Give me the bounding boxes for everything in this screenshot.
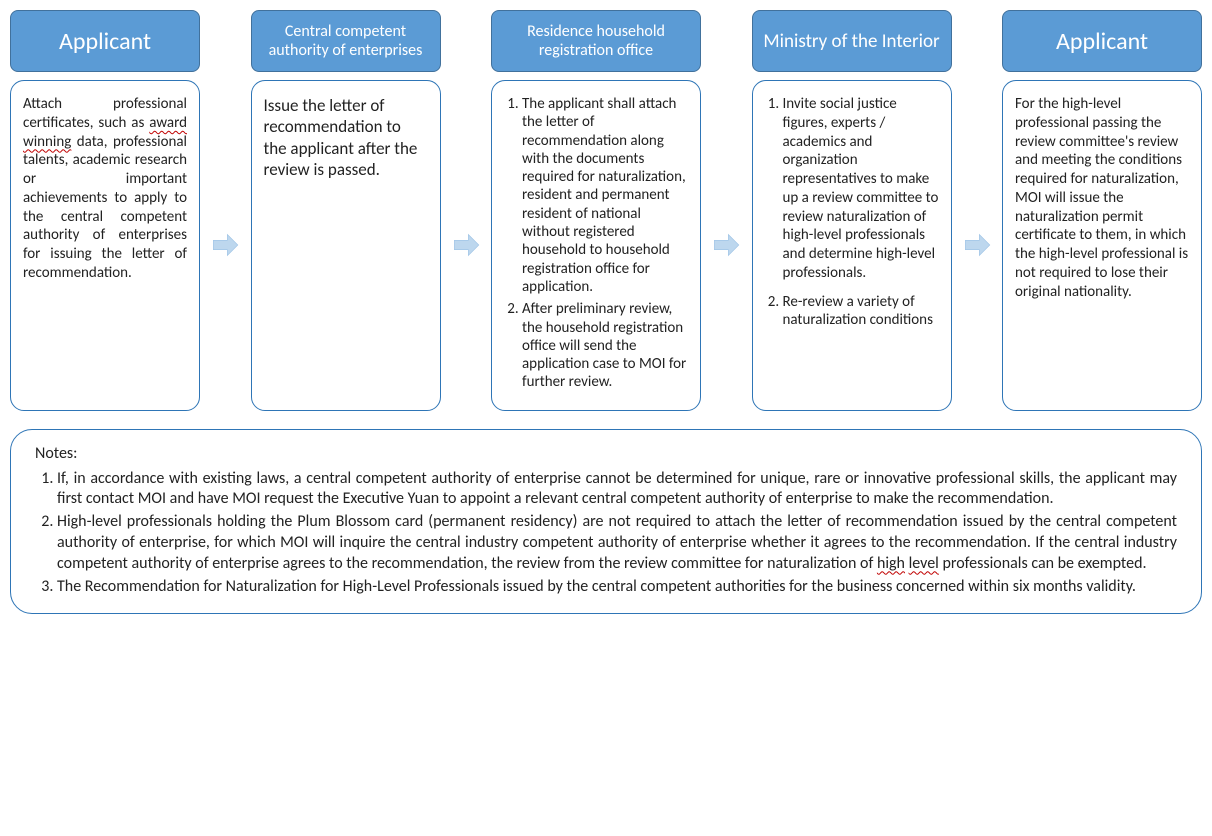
step-applicant-1: Applicant Attach professional certificat…	[10, 10, 200, 411]
list-item: Invite social justice figures, experts /…	[783, 95, 939, 283]
step-body-moi: Invite social justice figures, experts /…	[752, 80, 952, 411]
notes-panel: Notes: If, in accordance with existing l…	[10, 429, 1202, 615]
arrow-right-icon	[712, 231, 740, 259]
step-header-moi: Ministry of the Interior	[752, 10, 952, 72]
notes-title: Notes:	[35, 444, 1177, 465]
step-body-applicant-2: For the high-level professional passing …	[1002, 80, 1202, 411]
step-household-registration: Residence household registration office …	[491, 10, 701, 411]
step-central-authority: Central competent authority of enterpris…	[251, 10, 441, 411]
step-body-applicant-1: Attach professional certificates, such a…	[10, 80, 200, 411]
list-item: The applicant shall attach the letter of…	[522, 95, 688, 296]
arrow-right-icon	[211, 231, 239, 259]
arrow-2	[450, 10, 482, 411]
step-header-household-registration: Residence household registration office	[491, 10, 701, 72]
step-header-applicant-1: Applicant	[10, 10, 200, 72]
list-item: After preliminary review, the household …	[522, 300, 688, 391]
step-applicant-2: Applicant For the high-level professiona…	[1002, 10, 1202, 411]
household-registration-list: The applicant shall attach the letter of…	[504, 95, 688, 392]
step-header-applicant-2: Applicant	[1002, 10, 1202, 72]
step-body-household-registration: The applicant shall attach the letter of…	[491, 80, 701, 411]
arrow-4	[961, 10, 993, 411]
arrow-3	[710, 10, 742, 411]
moi-list: Invite social justice figures, experts /…	[765, 95, 939, 330]
notes-item: High-level professionals holding the Plu…	[57, 512, 1177, 574]
arrow-right-icon	[452, 231, 480, 259]
notes-item: The Recommendation for Naturalization fo…	[57, 577, 1177, 598]
arrow-right-icon	[963, 231, 991, 259]
notes-list: If, in accordance with existing laws, a …	[35, 469, 1177, 598]
step-header-central-authority: Central competent authority of enterpris…	[251, 10, 441, 72]
flow-row: Applicant Attach professional certificat…	[10, 10, 1202, 411]
list-item: Re-review a variety of naturalization co…	[783, 293, 939, 331]
step-moi: Ministry of the Interior Invite social j…	[752, 10, 952, 411]
step-body-central-authority: Issue the letter of recommendation to th…	[251, 80, 441, 411]
arrow-1	[209, 10, 241, 411]
notes-item: If, in accordance with existing laws, a …	[57, 469, 1177, 511]
